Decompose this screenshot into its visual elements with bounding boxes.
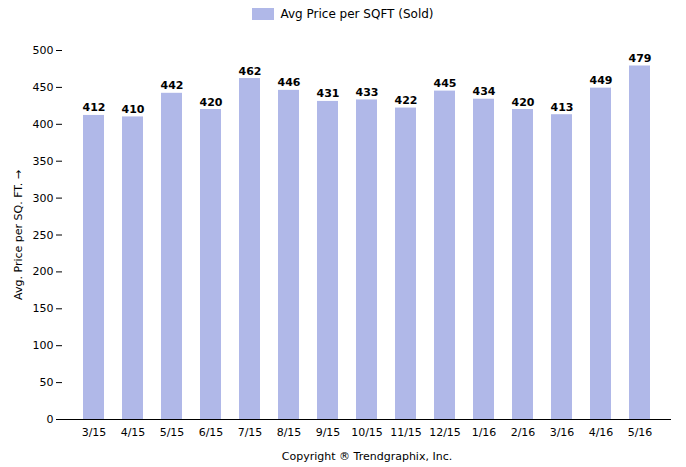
svg-text:350: 350: [33, 155, 54, 168]
svg-text:479: 479: [629, 52, 652, 65]
svg-text:3/15: 3/15: [82, 426, 107, 439]
svg-text:433: 433: [356, 86, 379, 99]
svg-text:449: 449: [590, 74, 613, 87]
svg-text:431: 431: [317, 87, 340, 100]
svg-text:8/15: 8/15: [277, 426, 302, 439]
svg-text:412: 412: [83, 101, 106, 114]
svg-text:200: 200: [33, 265, 54, 278]
svg-text:410: 410: [122, 103, 145, 116]
svg-text:10/15: 10/15: [351, 426, 383, 439]
svg-text:11/15: 11/15: [390, 426, 422, 439]
svg-text:150: 150: [33, 302, 54, 315]
svg-text:442: 442: [161, 79, 184, 92]
svg-text:0: 0: [47, 413, 54, 426]
svg-text:5/16: 5/16: [628, 426, 653, 439]
svg-text:2/16: 2/16: [511, 426, 536, 439]
svg-text:400: 400: [33, 118, 54, 131]
html-text:Avg Price per SQFT (Sold): Avg Price per SQFT (Sold): [280, 7, 434, 21]
svg-text:300: 300: [33, 192, 54, 205]
svg-text:4/15: 4/15: [121, 426, 146, 439]
svg-text:Avg. Price per SQ. FT. →: Avg. Price per SQ. FT. →: [12, 170, 25, 300]
svg-text:434: 434: [473, 85, 496, 98]
svg-text:9/15: 9/15: [316, 426, 341, 439]
svg-text:12/15: 12/15: [429, 426, 461, 439]
svg-text:3/16: 3/16: [550, 426, 575, 439]
svg-text:7/15: 7/15: [238, 426, 263, 439]
svg-text:413: 413: [551, 101, 574, 114]
svg-text:250: 250: [33, 229, 54, 242]
svg-text:1/16: 1/16: [472, 426, 497, 439]
svg-text:5/15: 5/15: [160, 426, 185, 439]
svg-text:445: 445: [434, 77, 457, 90]
svg-text:4/16: 4/16: [589, 426, 614, 439]
svg-text:420: 420: [200, 96, 223, 109]
svg-text:100: 100: [33, 339, 54, 352]
svg-text:450: 450: [33, 81, 54, 94]
svg-text:Copyright ® Trendgraphix, Inc.: Copyright ® Trendgraphix, Inc.: [282, 450, 452, 463]
svg-text:500: 500: [33, 44, 54, 57]
svg-text:6/15: 6/15: [199, 426, 224, 439]
svg-text:422: 422: [395, 94, 418, 107]
svg-text:446: 446: [278, 76, 301, 89]
svg-text:50: 50: [40, 376, 54, 389]
svg-text:420: 420: [512, 96, 535, 109]
svg-text:462: 462: [239, 65, 262, 78]
